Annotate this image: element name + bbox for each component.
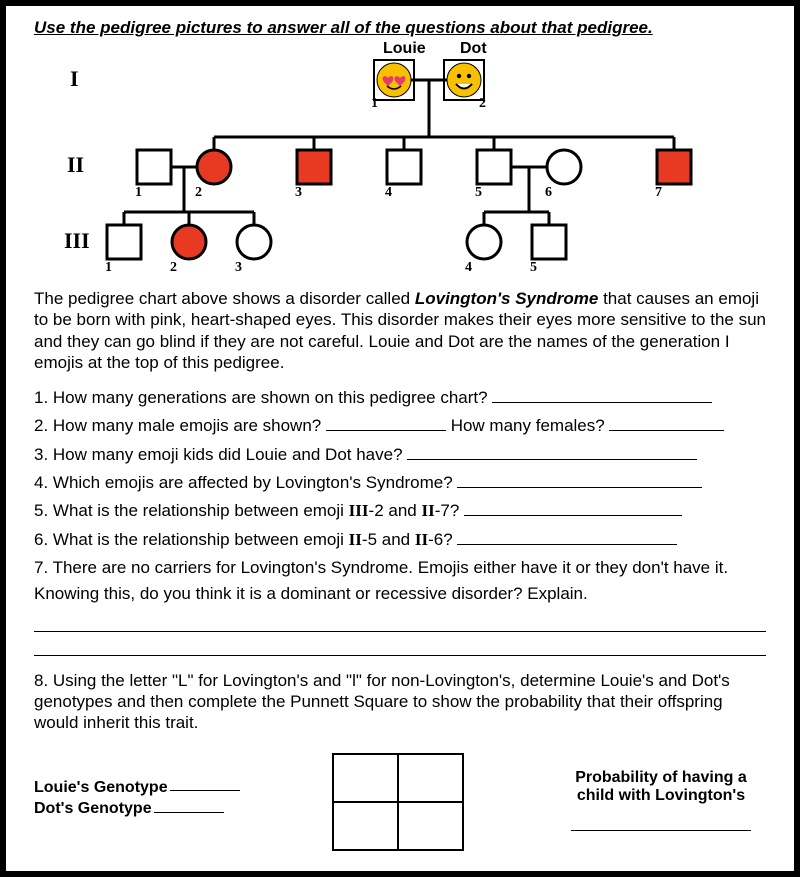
para-part1: The pedigree chart above shows a disorde… bbox=[34, 289, 415, 308]
svg-text:1: 1 bbox=[135, 185, 142, 200]
svg-text:7: 7 bbox=[655, 185, 662, 200]
svg-text:2: 2 bbox=[170, 260, 177, 275]
q4-blank[interactable] bbox=[457, 470, 702, 488]
q1-blank[interactable] bbox=[492, 385, 712, 403]
svg-text:5: 5 bbox=[530, 260, 537, 275]
svg-text:3: 3 bbox=[295, 185, 302, 200]
q8: 8. Using the letter "L" for Lovington's … bbox=[34, 670, 766, 734]
q2: 2. How many male emojis are shown? How m… bbox=[34, 413, 766, 439]
louie-genotype-blank[interactable] bbox=[170, 775, 240, 792]
dot-genotype-label: Dot's Genotype bbox=[34, 800, 152, 817]
q2a-blank[interactable] bbox=[326, 414, 446, 432]
q6-blank[interactable] bbox=[457, 527, 677, 545]
q5-blank[interactable] bbox=[464, 499, 682, 517]
q3: 3. How many emoji kids did Louie and Dot… bbox=[34, 442, 766, 468]
svg-text:2: 2 bbox=[479, 96, 486, 111]
probability-block: Probability of having a child with Lovin… bbox=[556, 769, 766, 832]
q2b-blank[interactable] bbox=[609, 414, 724, 432]
probability-label: Probability of having a child with Lovin… bbox=[575, 769, 747, 804]
q4-text: 4. Which emojis are affected by Lovingto… bbox=[34, 473, 453, 492]
q2b-text: How many females? bbox=[451, 416, 605, 435]
syndrome-name: Lovington's Syndrome bbox=[415, 289, 599, 308]
dot-genotype-blank[interactable] bbox=[154, 796, 224, 813]
svg-text:5: 5 bbox=[475, 185, 482, 200]
q2a-text: 2. How many male emojis are shown? bbox=[34, 416, 321, 435]
description-paragraph: The pedigree chart above shows a disorde… bbox=[34, 288, 766, 373]
instruction-line: Use the pedigree pictures to answer all … bbox=[34, 18, 766, 38]
q6-text: 6. What is the relationship between emoj… bbox=[34, 530, 453, 549]
q3-text: 3. How many emoji kids did Louie and Dot… bbox=[34, 445, 403, 464]
q1: 1. How many generations are shown on thi… bbox=[34, 385, 766, 411]
louie-genotype-row: Louie's Genotype bbox=[34, 775, 240, 797]
svg-text:2: 2 bbox=[195, 185, 202, 200]
q3-blank[interactable] bbox=[407, 442, 697, 460]
svg-text:1: 1 bbox=[105, 260, 112, 275]
probability-blank[interactable] bbox=[571, 815, 751, 832]
worksheet-page: Use the pedigree pictures to answer all … bbox=[0, 0, 800, 877]
dot-genotype-row: Dot's Genotype bbox=[34, 796, 240, 818]
q5-text: 5. What is the relationship between emoj… bbox=[34, 501, 459, 520]
q7-text: 7. There are no carriers for Lovington's… bbox=[34, 558, 728, 603]
q6: 6. What is the relationship between emoj… bbox=[34, 527, 766, 553]
svg-text:3: 3 bbox=[235, 260, 242, 275]
punnett-square[interactable] bbox=[332, 753, 464, 851]
genotype-block: Louie's Genotype Dot's Genotype bbox=[34, 775, 240, 819]
q5: 5. What is the relationship between emoj… bbox=[34, 498, 766, 524]
pedigree-svg: 1 2 1 2 3 4 5 6 7 1 2 3 4 5 bbox=[34, 42, 754, 282]
svg-text:4: 4 bbox=[465, 260, 472, 275]
question-list: 1. How many generations are shown on thi… bbox=[34, 385, 766, 656]
svg-text:6: 6 bbox=[545, 185, 552, 200]
q4: 4. Which emojis are affected by Lovingto… bbox=[34, 470, 766, 496]
svg-text:4: 4 bbox=[385, 185, 392, 200]
svg-text:1: 1 bbox=[371, 96, 378, 111]
pedigree-chart: Louie Dot I II III 12123456712345 bbox=[34, 42, 766, 282]
q7-blank-2[interactable] bbox=[34, 638, 766, 656]
louie-genotype-label: Louie's Genotype bbox=[34, 778, 168, 795]
q1-text: 1. How many generations are shown on thi… bbox=[34, 388, 488, 407]
q7: 7. There are no carriers for Lovington's… bbox=[34, 555, 766, 608]
q7-blank-1[interactable] bbox=[34, 614, 766, 632]
